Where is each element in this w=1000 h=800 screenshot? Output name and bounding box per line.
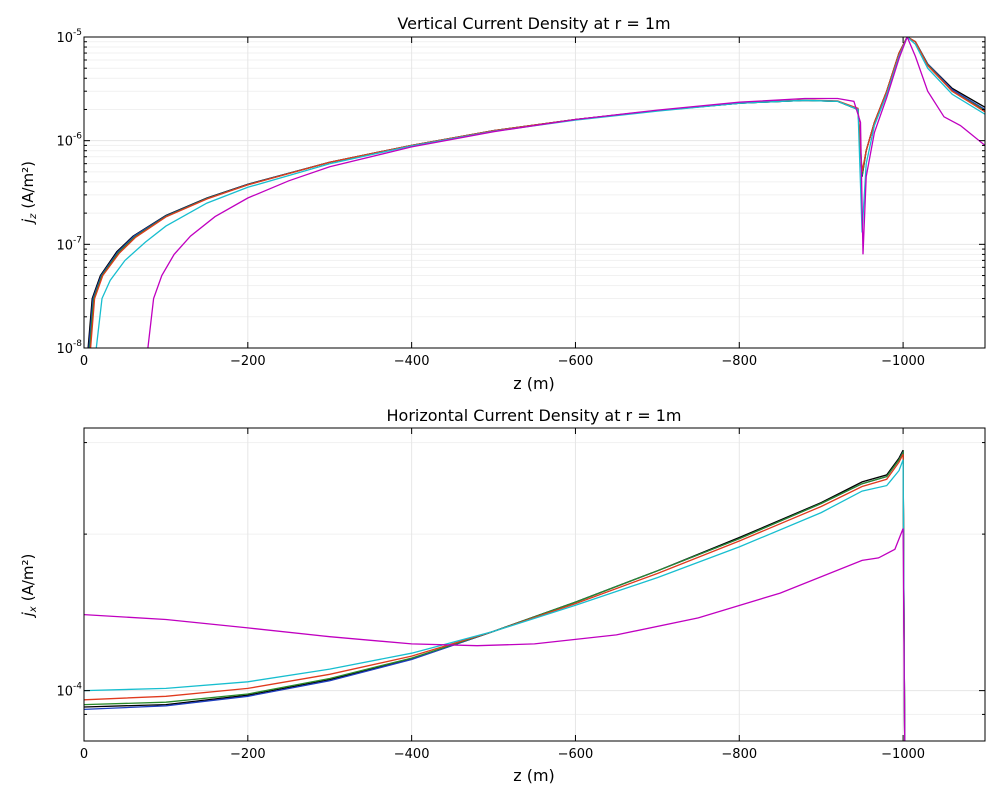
y-tick-label: 10-8 <box>56 339 82 357</box>
ylabel-vertical: jz (A/m²) <box>19 161 39 225</box>
ylabel-units-horizontal: (A/m²) <box>19 554 37 602</box>
ylabel-units-vertical: (A/m²) <box>19 161 37 209</box>
gridlines-horizontal <box>83 428 985 742</box>
chart-title-vertical: Vertical Current Density at r = 1m <box>397 14 670 33</box>
x-tick-label: −400 <box>394 354 430 369</box>
xlabel-horizontal: z (m) <box>513 766 555 785</box>
series-line-horizontal-2 <box>84 450 906 741</box>
ticks-horizontal: 10-4 0 −200 −400 −600 −800 −1000 <box>56 428 985 762</box>
svg-text:jx(A/m²): jx (A/m²) <box>19 554 39 619</box>
ylabel-symbol-vertical: j <box>19 218 37 225</box>
panel-horizontal: Horizontal Current Density at r = 1m 10-… <box>19 406 986 785</box>
ylabel-horizontal: jx (A/m²) <box>19 554 39 619</box>
x-tick-label: −1000 <box>881 747 925 762</box>
y-tick-label: 10-6 <box>56 132 82 150</box>
ylabel-sub-horizontal: x <box>28 606 39 613</box>
plot-frame-vertical <box>83 36 986 349</box>
y-tick-label: 10-7 <box>56 235 82 253</box>
x-tick-label: −400 <box>394 747 430 762</box>
x-tick-label: 0 <box>80 747 88 762</box>
plot-frame-horizontal <box>83 427 986 742</box>
y-tick-label: 10-4 <box>56 682 82 700</box>
y-tick-label: 10-5 <box>56 28 82 46</box>
svg-text:jz(A/m²): jz (A/m²) <box>19 161 39 225</box>
x-tick-label: 0 <box>80 354 88 369</box>
x-tick-label: −200 <box>230 354 266 369</box>
ylabel-sub-vertical: z <box>28 213 39 220</box>
panel-vertical: Vertical Current Density at r = 1m 10-81… <box>19 14 986 393</box>
series-group-horizontal <box>84 449 906 741</box>
series-line-horizontal-0 <box>84 449 906 741</box>
series-line-vertical-4 <box>95 37 985 348</box>
ticks-vertical: 10-8 10-7 10-6 10-5 0 −200 −400 −600 −800 −1000 <box>56 28 985 369</box>
x-tick-label: −600 <box>558 354 594 369</box>
gridlines-vertical <box>83 36 985 349</box>
x-tick-label: −200 <box>230 747 266 762</box>
series-line-vertical-3 <box>89 37 985 348</box>
series-line-horizontal-4 <box>84 459 906 741</box>
x-tick-label: −1000 <box>881 354 925 369</box>
series-line-horizontal-5 <box>84 528 906 741</box>
x-tick-label: −800 <box>721 354 757 369</box>
series-line-vertical-5 <box>147 37 985 348</box>
series-group-vertical <box>87 37 985 348</box>
x-tick-label: −800 <box>721 747 757 762</box>
x-tick-label: −600 <box>558 747 594 762</box>
ylabel-symbol-horizontal: j <box>19 611 37 618</box>
xlabel-vertical: z (m) <box>513 374 555 393</box>
series-line-horizontal-3 <box>84 453 906 741</box>
chart-title-horizontal: Horizontal Current Density at r = 1m <box>387 406 682 425</box>
